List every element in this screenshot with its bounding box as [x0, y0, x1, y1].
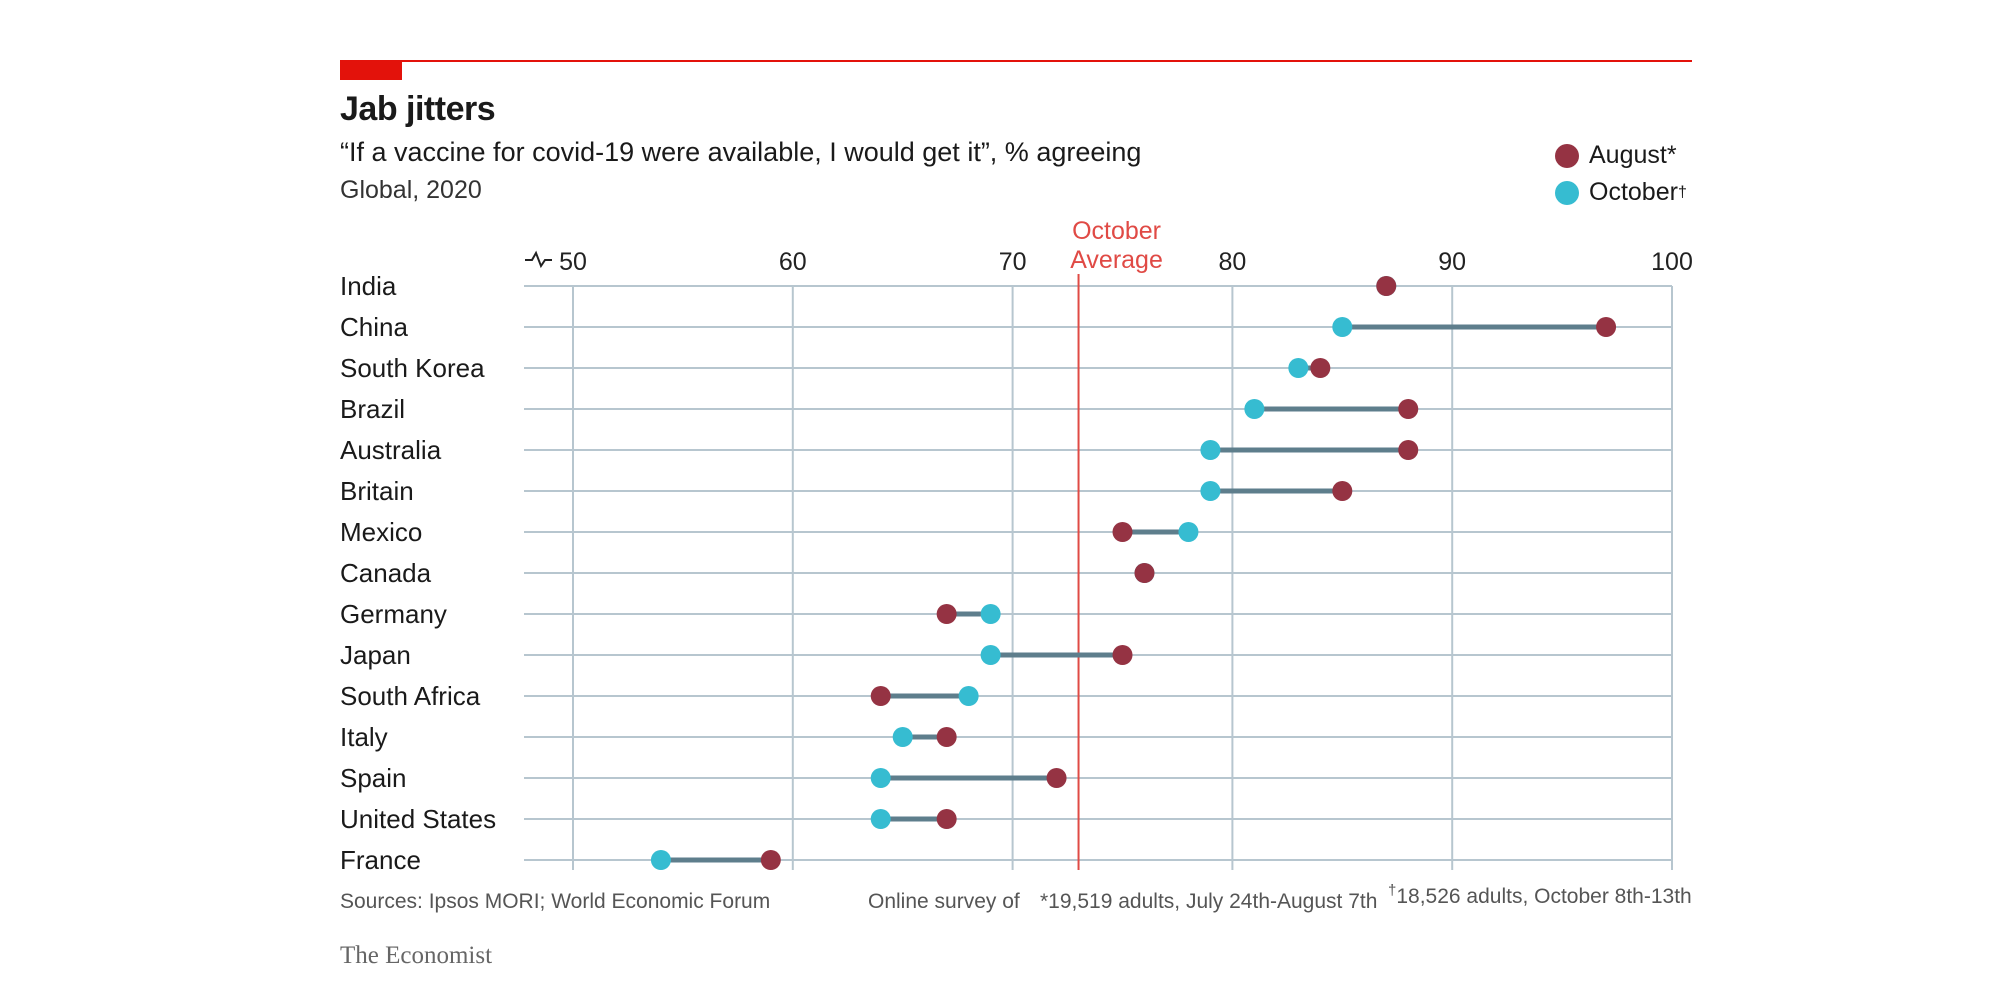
row-label: Mexico: [340, 517, 422, 547]
chart-scope: Global, 2020: [340, 176, 482, 204]
october-survey-note: †18,526 adults, October 8th-13th: [1388, 882, 1692, 909]
sources-note: Sources: Ipsos MORI; World Economic Foru…: [340, 890, 771, 913]
legend-label-october: October: [1589, 178, 1678, 206]
october-dot: [892, 727, 913, 747]
october-dot: [1288, 358, 1309, 378]
survey-prefix: Online survey of: [868, 890, 1020, 913]
october-dot: [980, 645, 1001, 665]
august-dot: [936, 809, 957, 829]
row-label: Italy: [340, 722, 388, 752]
x-tick-label: 50: [559, 248, 587, 276]
october-dot: [958, 686, 979, 706]
x-tick-label: 100: [1651, 248, 1693, 276]
october-survey-text: 18,526 adults, October 8th-13th: [1396, 885, 1692, 908]
october-dot: [1244, 399, 1265, 419]
august-dot: [760, 850, 781, 870]
x-tick-label: 80: [1218, 248, 1246, 276]
row-label: Canada: [340, 558, 432, 588]
axis-break-icon: [525, 250, 552, 269]
october-dagger: †: [1388, 882, 1397, 899]
brand-logo-text: The Economist: [340, 942, 493, 969]
x-tick-label: 60: [779, 248, 807, 276]
row-label: Brazil: [340, 394, 405, 424]
august-dot: [1310, 358, 1331, 378]
october-dot: [980, 604, 1001, 624]
brand-red-tab: [340, 60, 402, 80]
october-dot: [1332, 317, 1353, 337]
october-dot: [1200, 440, 1221, 460]
august-dot: [936, 727, 957, 747]
row-label: China: [340, 312, 408, 342]
october-dot: [650, 850, 671, 870]
august-dot: [1376, 276, 1397, 296]
august-dot: [1596, 317, 1617, 337]
august-survey-note: *19,519 adults, July 24th-August 7th: [1040, 890, 1378, 913]
top-rule: [340, 60, 1692, 62]
row-label: India: [340, 271, 397, 301]
august-dot: [1112, 522, 1133, 542]
chart-title: Jab jitters: [340, 90, 496, 128]
row-label: South Korea: [340, 353, 485, 383]
legend-swatch-august: [1555, 143, 1579, 168]
legend-item-october: October †: [1555, 174, 1687, 211]
august-dot: [1112, 645, 1133, 665]
row-label: Britain: [340, 476, 414, 506]
august-dot: [1134, 563, 1155, 583]
row-label: Spain: [340, 763, 407, 793]
row-label: France: [340, 845, 421, 875]
legend-dagger: †: [1677, 183, 1687, 201]
legend-swatch-october: [1555, 180, 1579, 205]
august-dot: [1046, 768, 1067, 788]
legend-label-august: August*: [1589, 141, 1677, 169]
x-tick-label: 70: [999, 248, 1027, 276]
october-dot: [870, 809, 891, 829]
august-dot: [1398, 440, 1419, 460]
x-tick-label: 90: [1438, 248, 1466, 276]
row-label: South Africa: [340, 681, 481, 711]
chart-subtitle: “If a vaccine for covid-19 were availabl…: [340, 137, 1142, 167]
august-dot: [1398, 399, 1419, 419]
august-dot: [936, 604, 957, 624]
october-dot: [870, 768, 891, 788]
october-dot: [1178, 522, 1199, 542]
row-label: Japan: [340, 640, 411, 670]
row-label: United States: [340, 804, 496, 834]
row-label: Australia: [340, 435, 442, 465]
august-dot: [870, 686, 891, 706]
row-label: Germany: [340, 599, 447, 629]
october-average-label-2: Average: [1070, 246, 1163, 274]
legend: August* October †: [1555, 137, 1687, 211]
october-dot: [1200, 481, 1221, 501]
legend-item-august: August*: [1555, 137, 1687, 174]
october-average-label-1: October: [1072, 217, 1161, 245]
august-dot: [1332, 481, 1353, 501]
